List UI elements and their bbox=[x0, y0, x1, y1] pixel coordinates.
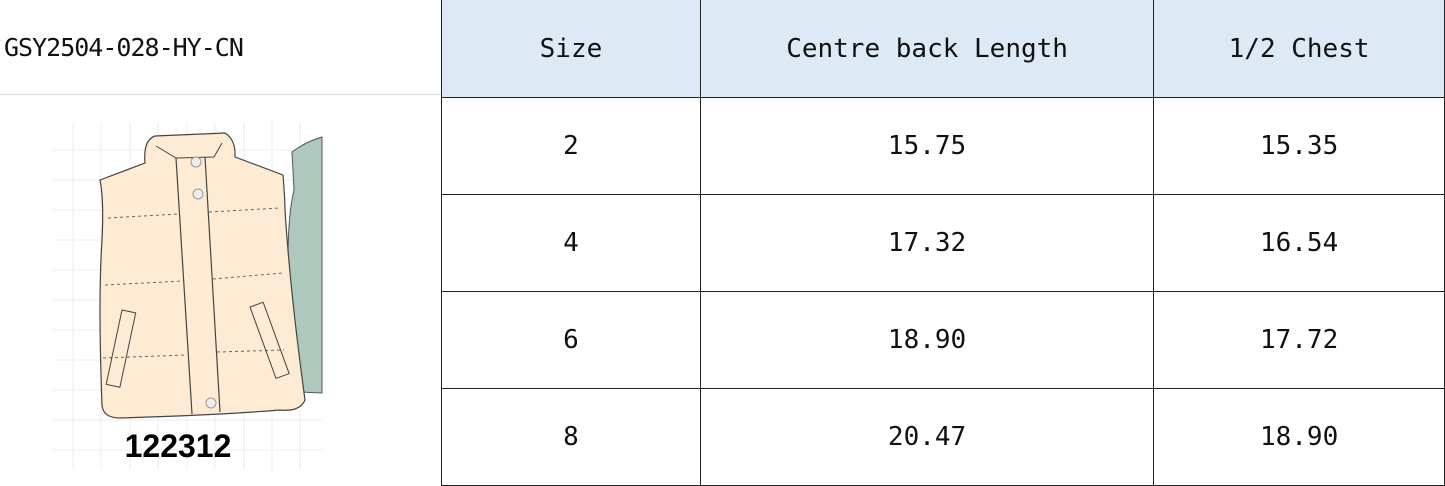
cell-chest: 18.90 bbox=[1153, 388, 1445, 486]
product-number: 122312 bbox=[125, 428, 232, 464]
cell-chest: 16.54 bbox=[1153, 194, 1445, 292]
table-header-row: Size Centre back Length 1/2 Chest bbox=[441, 0, 1445, 98]
cell-size: 4 bbox=[441, 194, 701, 292]
style-code: GSY2504-028-HY-CN bbox=[4, 33, 244, 62]
cell-size: 2 bbox=[441, 97, 701, 195]
cell-length: 15.75 bbox=[699, 97, 1155, 195]
product-image: 122312 bbox=[0, 95, 442, 481]
cell-size: 6 bbox=[441, 291, 701, 389]
cell-size: 8 bbox=[441, 388, 701, 486]
size-chart-table: Size Centre back Length 1/2 Chest 2 15.7… bbox=[441, 0, 1445, 486]
table-row: 6 18.90 17.72 bbox=[441, 291, 1445, 389]
header-half-chest: 1/2 Chest bbox=[1153, 0, 1445, 98]
table-row: 8 20.47 18.90 bbox=[441, 388, 1445, 486]
table-row: 2 15.75 15.35 bbox=[441, 97, 1445, 195]
header-size: Size bbox=[441, 0, 701, 98]
table-row: 4 17.32 16.54 bbox=[441, 194, 1445, 292]
cell-length: 17.32 bbox=[699, 194, 1155, 292]
cell-length: 20.47 bbox=[699, 388, 1155, 486]
cell-chest: 17.72 bbox=[1153, 291, 1445, 389]
header-centre-back-length: Centre back Length bbox=[699, 0, 1155, 98]
cell-chest: 15.35 bbox=[1153, 97, 1445, 195]
cell-length: 18.90 bbox=[699, 291, 1155, 389]
divider bbox=[0, 94, 442, 95]
vest-sketch: 122312 bbox=[53, 122, 323, 470]
